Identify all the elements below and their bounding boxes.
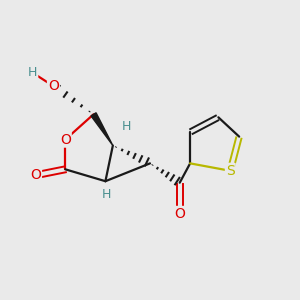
Text: H: H (28, 66, 37, 79)
Text: O: O (60, 133, 71, 147)
Text: O: O (174, 207, 185, 221)
Text: O: O (30, 168, 41, 182)
Text: O: O (48, 79, 59, 93)
Text: S: S (226, 164, 235, 178)
Polygon shape (91, 113, 113, 146)
Text: H: H (102, 188, 112, 201)
Text: H: H (122, 120, 131, 133)
